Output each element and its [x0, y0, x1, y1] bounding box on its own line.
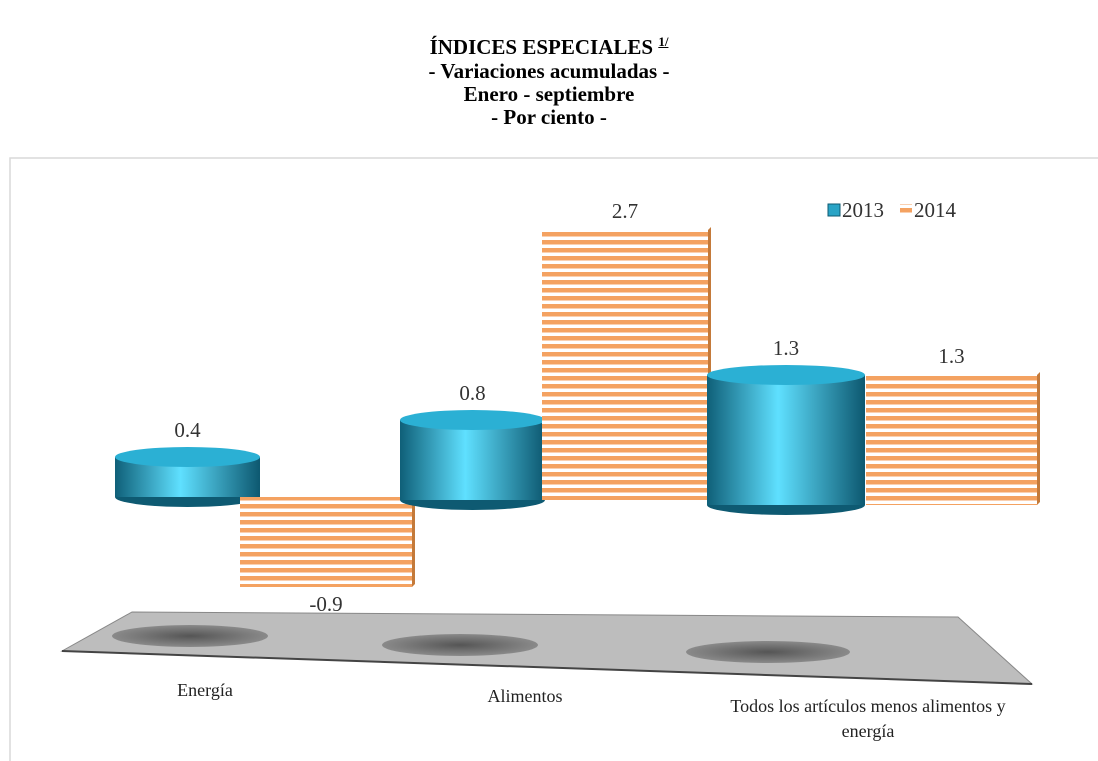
subtitle: - Variaciones acumuladas - — [428, 59, 670, 83]
subtitle: - Por ciento - — [491, 105, 607, 129]
legend-swatch — [827, 203, 841, 217]
bar-side — [412, 494, 415, 587]
bar — [240, 497, 412, 587]
bar — [866, 375, 1037, 505]
bar — [707, 375, 865, 505]
floor-edge — [61, 650, 1033, 685]
legend-label: 2013 — [842, 198, 884, 222]
bar — [400, 420, 545, 500]
bar-top — [707, 365, 865, 385]
title-note: 1/ — [658, 34, 669, 49]
chart-title: ÍNDICES ESPECIALES — [429, 35, 654, 59]
x-tick-label: Todos los artículos menos alimentos y en… — [730, 696, 1006, 741]
bar-shadow — [686, 641, 850, 663]
floor — [60, 611, 1034, 685]
data-label: -0.9 — [309, 592, 342, 616]
chart-frame — [9, 157, 1098, 761]
bar-top — [400, 410, 545, 430]
data-label: 0.8 — [459, 381, 485, 405]
data-label: 2.7 — [612, 199, 638, 223]
bar — [542, 230, 708, 500]
legend-swatch — [900, 204, 912, 216]
data-label: 0.4 — [174, 418, 201, 442]
data-label: 1.3 — [938, 344, 964, 368]
data-label: 1.3 — [773, 336, 799, 360]
x-tick-label: Energía — [177, 680, 233, 700]
subtitle: Enero - septiembre — [463, 82, 635, 106]
chart-title-line: ÍNDICES ESPECIALES 1/ — [0, 30, 1098, 59]
legend-label: 2014 — [914, 198, 957, 222]
bar-top — [115, 447, 260, 467]
bar-side — [1037, 372, 1040, 505]
bar-shadow — [382, 634, 538, 656]
x-tick-label: Alimentos — [487, 686, 563, 706]
bar-shadow — [112, 625, 268, 647]
